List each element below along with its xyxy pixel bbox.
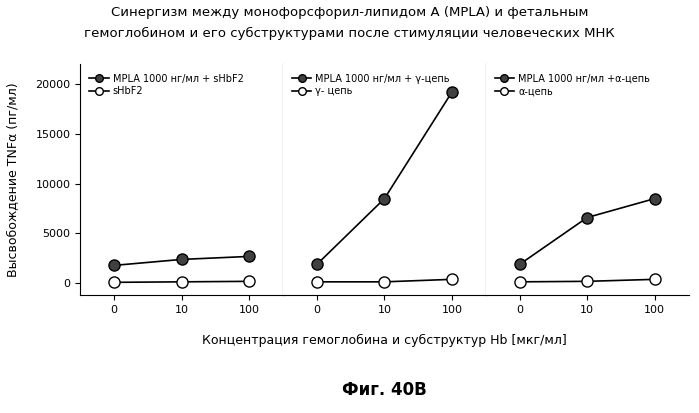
Legend: MPLA 1000 нг/мл +α-цепь, α-цепь: MPLA 1000 нг/мл +α-цепь, α-цепь [495, 74, 650, 96]
Text: Концентрация гемоглобина и субструктур Hb [мкг/мл]: Концентрация гемоглобина и субструктур H… [202, 334, 567, 347]
Text: Фиг. 40В: Фиг. 40В [342, 381, 427, 399]
Legend: MPLA 1000 нг/мл + sHbF2, sHbF2: MPLA 1000 нг/мл + sHbF2, sHbF2 [89, 74, 243, 96]
Legend: MPLA 1000 нг/мл + γ-цепь, γ- цепь: MPLA 1000 нг/мл + γ-цепь, γ- цепь [292, 74, 450, 96]
Text: гемоглобином и его субструктурами после стимуляции человеческих МНК: гемоглобином и его субструктурами после … [84, 27, 615, 40]
Text: Синергизм между монофорсфорил-липидом А (MPLA) и фетальным: Синергизм между монофорсфорил-липидом А … [110, 6, 589, 19]
Text: Высвобождение TNFα (пг/мл): Высвобождение TNFα (пг/мл) [6, 82, 19, 277]
